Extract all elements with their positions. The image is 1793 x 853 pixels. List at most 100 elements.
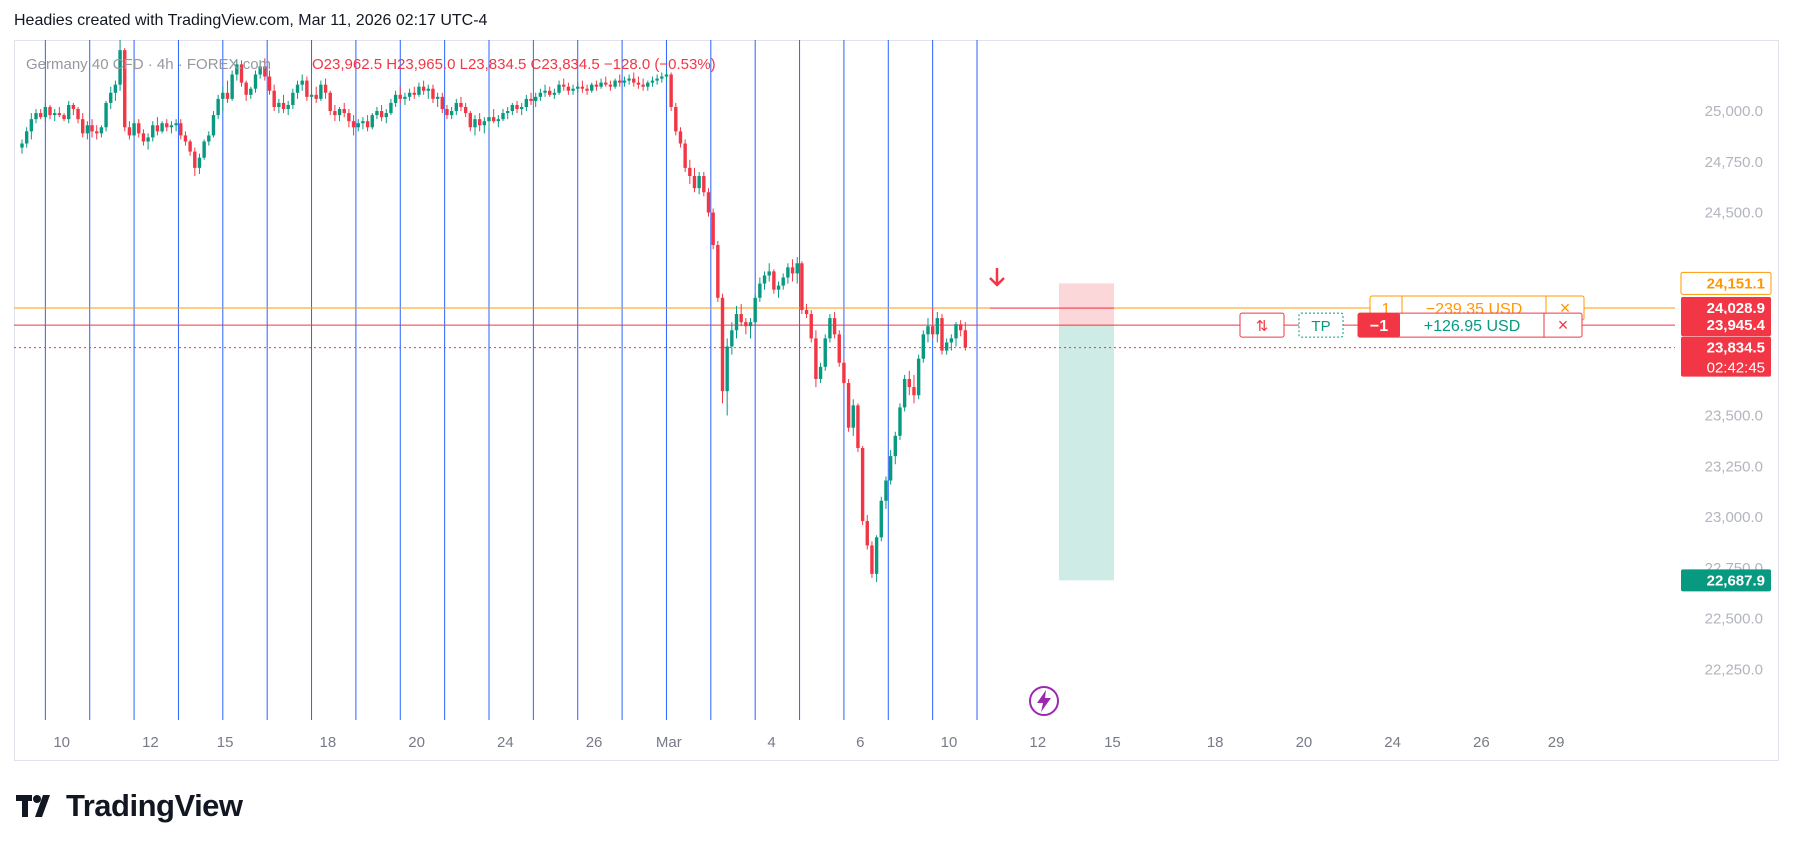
candle-body[interactable] [169, 125, 174, 128]
candle-body[interactable] [902, 378, 907, 408]
candle-body[interactable] [944, 342, 949, 351]
candle-body[interactable] [412, 92, 416, 95]
candle-body[interactable] [286, 104, 290, 110]
candle-body[interactable] [515, 104, 519, 110]
candle-body[interactable] [384, 113, 388, 118]
candle-body[interactable] [809, 314, 813, 339]
candle-body[interactable] [706, 192, 711, 213]
candle-body[interactable] [347, 113, 351, 122]
candle-body[interactable] [510, 104, 515, 112]
candle-body[interactable] [604, 82, 608, 85]
candle-body[interactable] [534, 96, 538, 101]
candle-body[interactable] [407, 92, 412, 97]
candle-body[interactable] [76, 109, 80, 120]
candle-body[interactable] [762, 275, 767, 284]
candle-body[interactable] [613, 80, 617, 87]
candle-body[interactable] [940, 318, 944, 351]
candle-body[interactable] [664, 74, 669, 77]
candle-body[interactable] [361, 121, 365, 124]
candle-body[interactable] [958, 324, 963, 331]
candle-body[interactable] [67, 104, 71, 120]
candle-body[interactable] [963, 330, 968, 348]
candle-body[interactable] [720, 297, 725, 392]
candle-body[interactable] [655, 78, 659, 81]
candle-body[interactable] [491, 117, 496, 122]
candle-body[interactable] [365, 121, 370, 128]
candle-body[interactable] [781, 277, 785, 286]
candle-body[interactable] [571, 88, 575, 91]
candle-body[interactable] [660, 76, 664, 79]
candle-body[interactable] [137, 123, 141, 134]
tp-button[interactable] [1298, 312, 1344, 338]
candle-body[interactable] [758, 283, 762, 298]
candle-body[interactable] [216, 98, 220, 116]
candle-body[interactable] [888, 456, 893, 481]
candle-body[interactable] [688, 167, 692, 176]
candle-body[interactable] [865, 521, 869, 546]
candle-body[interactable] [650, 80, 655, 83]
candle-body[interactable] [71, 104, 76, 110]
candle-body[interactable] [874, 537, 879, 574]
candle-body[interactable] [379, 111, 384, 118]
candle-body[interactable] [146, 137, 150, 142]
candle-body[interactable] [954, 324, 958, 339]
candle-body[interactable] [870, 545, 874, 574]
candle-body[interactable] [109, 92, 113, 103]
candle-body[interactable] [454, 102, 459, 112]
candle-body[interactable] [305, 80, 309, 97]
candle-body[interactable] [375, 111, 379, 116]
candle-body[interactable] [608, 84, 613, 87]
candle-body[interactable] [566, 86, 571, 91]
candle-body[interactable] [295, 84, 300, 93]
candle-body[interactable] [505, 111, 510, 114]
candle-body[interactable] [291, 92, 295, 105]
candle-body[interactable] [856, 405, 860, 448]
candle-body[interactable] [519, 106, 524, 110]
candle-body[interactable] [62, 115, 66, 120]
candle-body[interactable] [627, 78, 631, 81]
candle-body[interactable] [463, 106, 468, 114]
candle-body[interactable] [440, 96, 444, 110]
candle-body[interactable] [165, 123, 169, 128]
candle-body[interactable] [151, 125, 155, 138]
candle-body[interactable] [244, 82, 248, 95]
candle-body[interactable] [557, 84, 561, 93]
candle-body[interactable] [590, 84, 594, 91]
candle-body[interactable] [249, 88, 253, 95]
candle-body[interactable] [501, 113, 505, 120]
candle-body[interactable] [328, 92, 332, 112]
candle-body[interactable] [277, 102, 281, 107]
close-short-icon[interactable]: × [1558, 315, 1569, 335]
candle-body[interactable] [225, 92, 230, 99]
candle-body[interactable] [828, 318, 832, 339]
candle-body[interactable] [916, 358, 921, 396]
candle-body[interactable] [421, 86, 426, 91]
candle-body[interactable] [431, 88, 435, 99]
candle-body[interactable] [734, 314, 739, 331]
candle-body[interactable] [258, 66, 262, 75]
candle-body[interactable] [674, 106, 678, 132]
candle-body[interactable] [24, 131, 29, 144]
candle-body[interactable] [585, 88, 589, 91]
candle-body[interactable] [473, 119, 477, 128]
candle-body[interactable] [893, 435, 897, 457]
candle-body[interactable] [823, 338, 827, 367]
lightning-icon[interactable] [1029, 686, 1059, 716]
candle-body[interactable] [814, 338, 818, 379]
candle-body[interactable] [790, 267, 795, 274]
candle-body[interactable] [435, 96, 440, 99]
reverse-button[interactable] [1239, 312, 1285, 338]
candle-body[interactable] [935, 318, 940, 335]
candle-body[interactable] [800, 263, 804, 310]
candle-body[interactable] [641, 84, 645, 87]
candle-body[interactable] [174, 123, 178, 126]
candle-body[interactable] [697, 176, 701, 189]
candle-body[interactable] [319, 84, 323, 99]
candle-body[interactable] [772, 271, 776, 290]
candle-body[interactable] [739, 314, 743, 323]
candle-body[interactable] [445, 109, 449, 116]
candle-body[interactable] [678, 131, 683, 144]
candle-body[interactable] [426, 88, 430, 91]
candle-body[interactable] [85, 125, 90, 134]
candle-body[interactable] [267, 76, 272, 91]
